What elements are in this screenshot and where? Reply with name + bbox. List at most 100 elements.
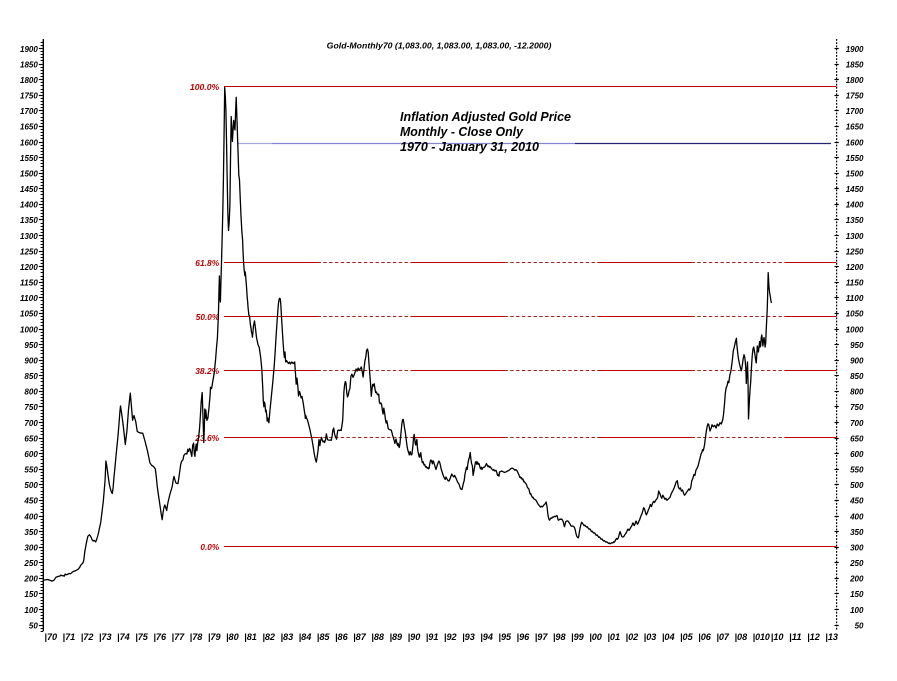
svg-text:|73: |73	[99, 631, 112, 642]
svg-text:150: 150	[850, 589, 864, 599]
svg-text:1000: 1000	[846, 324, 864, 334]
svg-text:1350: 1350	[20, 215, 38, 225]
svg-text:|010: |010	[753, 631, 771, 642]
svg-text:600: 600	[24, 449, 38, 459]
svg-text:50.0%: 50.0%	[196, 312, 220, 322]
svg-text:1750: 1750	[846, 91, 864, 101]
svg-text:1350: 1350	[846, 215, 864, 225]
svg-text:Gold-Monthly70 (1,083.00, 1,08: Gold-Monthly70 (1,083.00, 1,083.00, 1,08…	[327, 41, 552, 51]
svg-text:950: 950	[24, 340, 38, 350]
svg-text:|95: |95	[498, 631, 511, 642]
svg-text:|79: |79	[208, 631, 221, 642]
svg-text:1300: 1300	[20, 231, 38, 241]
svg-text:|88: |88	[371, 631, 384, 642]
svg-text:|83: |83	[280, 631, 293, 642]
svg-text:|94: |94	[480, 631, 493, 642]
svg-text:|12: |12	[807, 631, 820, 642]
svg-text:1500: 1500	[846, 168, 864, 178]
svg-text:400: 400	[849, 511, 863, 521]
svg-text:250: 250	[23, 558, 37, 568]
svg-text:|72: |72	[81, 631, 94, 642]
svg-text:|77: |77	[172, 631, 185, 642]
svg-text:650: 650	[24, 433, 38, 443]
svg-text:0.0%: 0.0%	[200, 542, 219, 552]
svg-text:50: 50	[29, 620, 38, 630]
svg-text:1150: 1150	[20, 278, 38, 288]
svg-text:1450: 1450	[846, 184, 864, 194]
svg-text:300: 300	[24, 542, 38, 552]
svg-text:1850: 1850	[20, 59, 38, 69]
svg-text:200: 200	[23, 574, 37, 584]
svg-text:400: 400	[23, 511, 37, 521]
svg-text:|86: |86	[335, 631, 348, 642]
svg-text:1750: 1750	[20, 91, 38, 101]
svg-text:1650: 1650	[20, 122, 38, 132]
svg-text:|06: |06	[698, 631, 711, 642]
svg-text:1800: 1800	[846, 75, 864, 85]
svg-text:|08: |08	[734, 631, 747, 642]
svg-text:350: 350	[850, 527, 864, 537]
svg-text:350: 350	[24, 527, 38, 537]
svg-text:|75: |75	[135, 631, 148, 642]
svg-text:450: 450	[23, 496, 37, 506]
svg-text:1100: 1100	[20, 293, 38, 303]
svg-text:|00: |00	[589, 631, 602, 642]
svg-text:700: 700	[850, 418, 864, 428]
svg-text:|05: |05	[680, 631, 693, 642]
svg-text:|03: |03	[644, 631, 657, 642]
svg-text:|13: |13	[825, 631, 838, 642]
svg-text:|74: |74	[117, 631, 130, 642]
svg-text:100: 100	[850, 605, 864, 615]
svg-text:500: 500	[850, 480, 864, 490]
svg-text:1150: 1150	[846, 278, 864, 288]
svg-text:61.8%: 61.8%	[195, 258, 219, 268]
svg-text:Inflation Adjusted Gold Price: Inflation Adjusted Gold Price	[400, 109, 571, 124]
svg-text:1800: 1800	[20, 75, 38, 85]
svg-text:100: 100	[24, 605, 38, 615]
svg-text:1900: 1900	[846, 44, 864, 54]
svg-text:|07: |07	[716, 631, 729, 642]
svg-text:|98: |98	[553, 631, 566, 642]
svg-text:1200: 1200	[846, 262, 864, 272]
svg-text:1700: 1700	[846, 106, 864, 116]
svg-text:1650: 1650	[846, 122, 864, 132]
svg-text:Monthly - Close Only: Monthly - Close Only	[400, 124, 524, 139]
svg-text:900: 900	[24, 355, 38, 365]
svg-text:700: 700	[24, 418, 38, 428]
svg-text:|80: |80	[226, 631, 239, 642]
svg-text:850: 850	[24, 371, 38, 381]
svg-text:|11: |11	[789, 631, 802, 642]
svg-text:|71: |71	[63, 631, 76, 642]
svg-text:38.2%: 38.2%	[195, 366, 219, 376]
svg-text:750: 750	[850, 402, 864, 412]
svg-text:1600: 1600	[846, 137, 864, 147]
svg-text:950: 950	[850, 340, 864, 350]
svg-text:1300: 1300	[846, 231, 864, 241]
svg-text:150: 150	[24, 589, 38, 599]
svg-text:|04: |04	[662, 631, 675, 642]
svg-text:50: 50	[855, 620, 864, 630]
svg-text:1250: 1250	[20, 246, 38, 256]
svg-text:1450: 1450	[20, 184, 38, 194]
svg-text:1550: 1550	[20, 153, 38, 163]
svg-text:1600: 1600	[20, 137, 38, 147]
svg-text:|10: |10	[771, 631, 784, 642]
svg-text:|78: |78	[190, 631, 203, 642]
svg-text:|92: |92	[444, 631, 457, 642]
svg-text:850: 850	[850, 371, 864, 381]
svg-text:500: 500	[24, 480, 38, 490]
svg-text:|87: |87	[353, 631, 366, 642]
svg-text:|99: |99	[571, 631, 584, 642]
svg-text:1850: 1850	[846, 59, 864, 69]
svg-text:750: 750	[24, 402, 38, 412]
svg-text:1000: 1000	[20, 324, 38, 334]
svg-text:23.6%: 23.6%	[194, 433, 219, 443]
svg-text:300: 300	[850, 542, 864, 552]
svg-text:650: 650	[850, 433, 864, 443]
svg-text:|76: |76	[153, 631, 166, 642]
svg-text:|82: |82	[262, 631, 275, 642]
svg-text:|90: |90	[408, 631, 421, 642]
svg-text:|91: |91	[426, 631, 439, 642]
svg-text:|93: |93	[462, 631, 475, 642]
svg-text:1200: 1200	[20, 262, 38, 272]
